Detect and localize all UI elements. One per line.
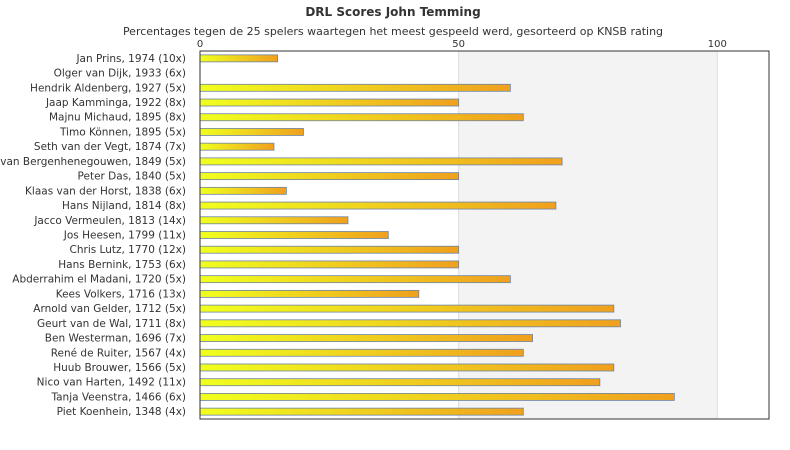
bar [199, 54, 278, 63]
bar [199, 142, 275, 151]
category-label: Jaap Kamminga, 1922 (8x) [45, 97, 186, 109]
category-label: Piet Koenhein, 1348 (4x) [57, 406, 186, 418]
bar [199, 319, 621, 328]
grid-band [458, 51, 718, 419]
bar [199, 289, 420, 298]
bar [199, 157, 563, 166]
category-label: Chris Lutz, 1770 (12x) [70, 244, 186, 256]
category-label: Majnu Michaud, 1895 (8x) [49, 112, 186, 124]
bar [199, 260, 460, 269]
category-label: Klaas van der Horst, 1838 (6x) [25, 185, 186, 197]
bar [199, 378, 601, 387]
x-tick-label: 50 [452, 39, 465, 50]
category-label: Timo Können, 1895 (5x) [59, 126, 186, 138]
x-tick-label: 0 [197, 39, 203, 50]
category-label: Nico van Harten, 1492 (11x) [37, 377, 186, 389]
bar [199, 245, 460, 254]
category-label: Tanja Veenstra, 1466 (6x) [50, 391, 186, 403]
bar [199, 231, 389, 239]
category-label: Kees Volkers, 1716 (13x) [56, 288, 186, 300]
bar [199, 113, 524, 122]
plot-area: 0 50 100 Jan Prins, 1974 (10x) Olger van Dij… [0, 39, 770, 420]
category-label: Olger van Dijk, 1933 (6x) [54, 68, 186, 80]
category-label: Geurt van de Wal, 1711 (8x) [37, 318, 186, 330]
bar [199, 201, 557, 210]
bar [199, 275, 511, 284]
category-label: van Bergenhenegouwen, 1849 (5x) [0, 156, 186, 168]
chart-title: DRL Scores John Temming [305, 5, 480, 19]
category-label: René de Ruiter, 1567 (4x) [51, 347, 186, 359]
bar [199, 83, 511, 92]
bar [199, 334, 534, 342]
category-label: Jacco Vermeulen, 1813 (14x) [33, 215, 186, 227]
bar [199, 128, 304, 136]
category-label: Abderrahim el Madani, 1720 (5x) [12, 274, 186, 286]
bar [199, 348, 524, 357]
plot-frame [199, 50, 770, 420]
chart-subtitle: Percentages tegen de 25 spelers waartege… [123, 25, 663, 38]
category-label: Hendrik Aldenberg, 1927 (5x) [30, 82, 186, 94]
bar [199, 186, 287, 195]
bar [199, 98, 460, 107]
category-label: Hans Bernink, 1753 (6x) [58, 259, 186, 271]
bar [199, 393, 675, 401]
bar [199, 216, 349, 225]
category-label: Seth van der Vegt, 1874 (7x) [34, 141, 186, 153]
bar [199, 304, 615, 313]
bar [199, 363, 615, 372]
category-label: Ben Westerman, 1696 (7x) [45, 333, 186, 345]
bar [199, 172, 460, 181]
category-label: Hans Nijland, 1814 (8x) [62, 200, 186, 212]
bar [199, 407, 524, 416]
category-label: Jan Prins, 1974 (10x) [75, 53, 186, 65]
category-label: Arnold van Gelder, 1712 (5x) [33, 303, 186, 315]
category-label: Huub Brouwer, 1566 (5x) [53, 362, 186, 374]
x-tick-label: 100 [708, 39, 727, 50]
category-label: Jos Heesen, 1799 (11x) [63, 230, 186, 242]
category-label: Peter Das, 1840 (5x) [78, 171, 186, 183]
